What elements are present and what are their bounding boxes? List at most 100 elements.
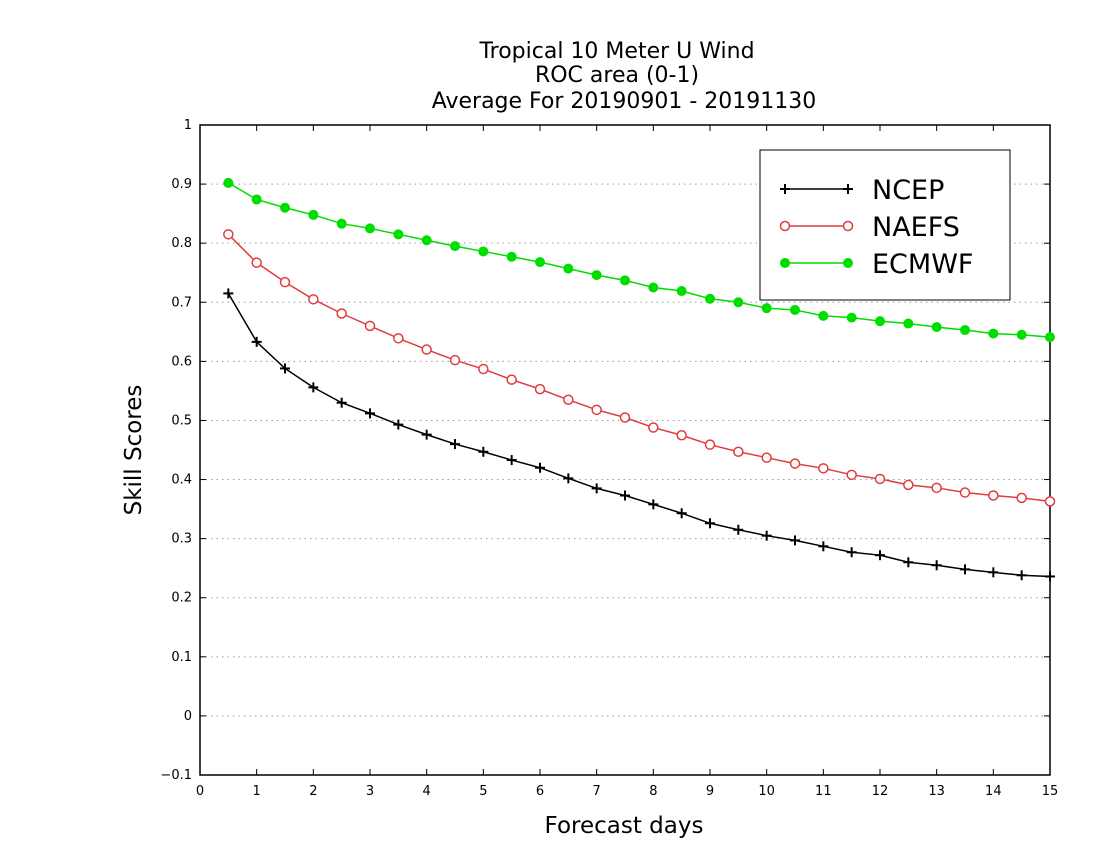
- x-tick-label: 7: [593, 784, 601, 799]
- data-point-ncep: [251, 336, 262, 347]
- data-point-naefs: [478, 363, 489, 375]
- data-point-ecmwf: [733, 297, 744, 308]
- data-point-ecmwf: [336, 218, 347, 229]
- y-tick-label: 0.1: [171, 650, 192, 665]
- data-point-ncep: [875, 550, 885, 561]
- data-point-ecmwf: [1016, 329, 1027, 340]
- x-tick-label: 11: [815, 784, 832, 799]
- data-point-naefs: [761, 452, 772, 463]
- data-point-ecmwf: [591, 270, 602, 281]
- series-ncep: [223, 288, 1055, 582]
- data-point-ecmwf: [818, 310, 829, 321]
- legend-marker: [842, 220, 854, 232]
- data-point-naefs: [648, 422, 659, 433]
- data-point-ncep: [1016, 570, 1027, 581]
- y-tick-label: 0.3: [171, 532, 192, 547]
- legend-marker: [780, 258, 790, 268]
- data-point-ecmwf: [903, 318, 914, 329]
- legend-entry-ncep: NCEP: [780, 175, 944, 206]
- legend: NCEP NAEFS ECMWF: [759, 149, 1011, 301]
- data-point-ecmwf: [620, 275, 630, 286]
- y-axis-title: Skill Scores: [121, 385, 147, 516]
- legend-marker: [843, 184, 853, 194]
- data-point-naefs: [733, 446, 744, 458]
- data-point-naefs: [619, 412, 631, 423]
- x-tick-label: 2: [309, 784, 317, 799]
- data-point-naefs: [704, 439, 716, 450]
- data-point-naefs: [591, 404, 602, 416]
- data-point-naefs: [1044, 496, 1056, 507]
- data-point-ncep: [393, 419, 404, 430]
- x-tick-label: 3: [366, 784, 374, 799]
- data-point-ecmwf: [648, 282, 659, 293]
- legend-marker: [780, 184, 790, 194]
- data-point-ecmwf: [705, 293, 715, 304]
- data-point-naefs: [1016, 492, 1027, 504]
- data-point-naefs: [421, 344, 432, 355]
- data-point-ecmwf: [223, 177, 234, 188]
- x-tick-label: 8: [649, 784, 657, 799]
- data-point-ncep: [365, 408, 375, 419]
- data-point-ecmwf: [393, 229, 404, 240]
- data-point-ecmwf: [280, 202, 290, 213]
- data-point-ecmwf: [535, 257, 545, 268]
- chart-title-line-1: Tropical 10 Meter U Wind: [478, 39, 754, 64]
- y-tick-label: −0.1: [160, 768, 192, 783]
- data-point-ncep: [903, 557, 914, 568]
- data-point-naefs: [903, 479, 914, 491]
- x-tick-label: 0: [196, 784, 204, 799]
- x-tick-label: 1: [253, 784, 261, 799]
- data-point-naefs: [874, 473, 886, 485]
- data-point-naefs: [959, 487, 971, 498]
- legend-entry-naefs: NAEFS: [779, 212, 960, 243]
- data-point-ncep: [846, 547, 857, 558]
- x-tick-label: 14: [985, 784, 1002, 799]
- data-point-ecmwf: [676, 286, 687, 297]
- data-point-ncep: [761, 530, 772, 541]
- data-point-naefs: [506, 374, 517, 385]
- y-tick-label: 0.7: [171, 295, 192, 310]
- x-tick-label: 13: [928, 784, 945, 799]
- data-point-ncep: [336, 397, 347, 408]
- data-point-naefs: [988, 490, 999, 501]
- data-point-ecmwf: [875, 316, 885, 327]
- data-point-ncep: [818, 541, 829, 552]
- data-point-naefs: [279, 276, 291, 288]
- data-point-naefs: [251, 257, 262, 268]
- data-point-ecmwf: [251, 194, 262, 205]
- data-point-ecmwf: [365, 223, 375, 234]
- data-point-ncep: [563, 473, 574, 484]
- data-point-naefs: [534, 383, 546, 395]
- series-ecmwf: [223, 177, 1055, 343]
- y-tick-label: 0.9: [171, 177, 192, 192]
- data-point-ecmwf: [761, 303, 772, 314]
- data-point-ncep: [478, 446, 489, 457]
- data-point-ncep: [591, 483, 602, 494]
- data-point-naefs: [818, 463, 829, 474]
- data-point-naefs: [563, 394, 574, 406]
- chart-title-line-2: ROC area (0-1): [535, 63, 699, 88]
- data-point-naefs: [308, 294, 319, 305]
- series-layer: [223, 177, 1056, 582]
- data-point-ncep: [308, 382, 319, 393]
- data-point-ecmwf: [960, 325, 970, 336]
- x-tick-label: 4: [423, 784, 431, 799]
- legend-label: NAEFS: [872, 212, 960, 243]
- x-tick-label: 5: [479, 784, 487, 799]
- data-point-naefs: [449, 354, 461, 366]
- data-point-ncep: [648, 499, 659, 510]
- data-point-ncep: [790, 535, 800, 546]
- data-point-naefs: [676, 429, 687, 441]
- data-point-ecmwf: [931, 322, 942, 333]
- plot-frame: [199, 124, 1051, 776]
- data-point-naefs: [789, 458, 801, 469]
- series-line-ncep: [227, 293, 1051, 578]
- legend-marker: [843, 258, 853, 268]
- data-point-ncep: [450, 439, 460, 450]
- y-tick-label: 0.8: [171, 236, 192, 251]
- data-point-ncep: [506, 455, 517, 466]
- legend-box: [759, 149, 1011, 301]
- data-point-ncep: [535, 462, 545, 473]
- data-point-ecmwf: [1045, 332, 1055, 343]
